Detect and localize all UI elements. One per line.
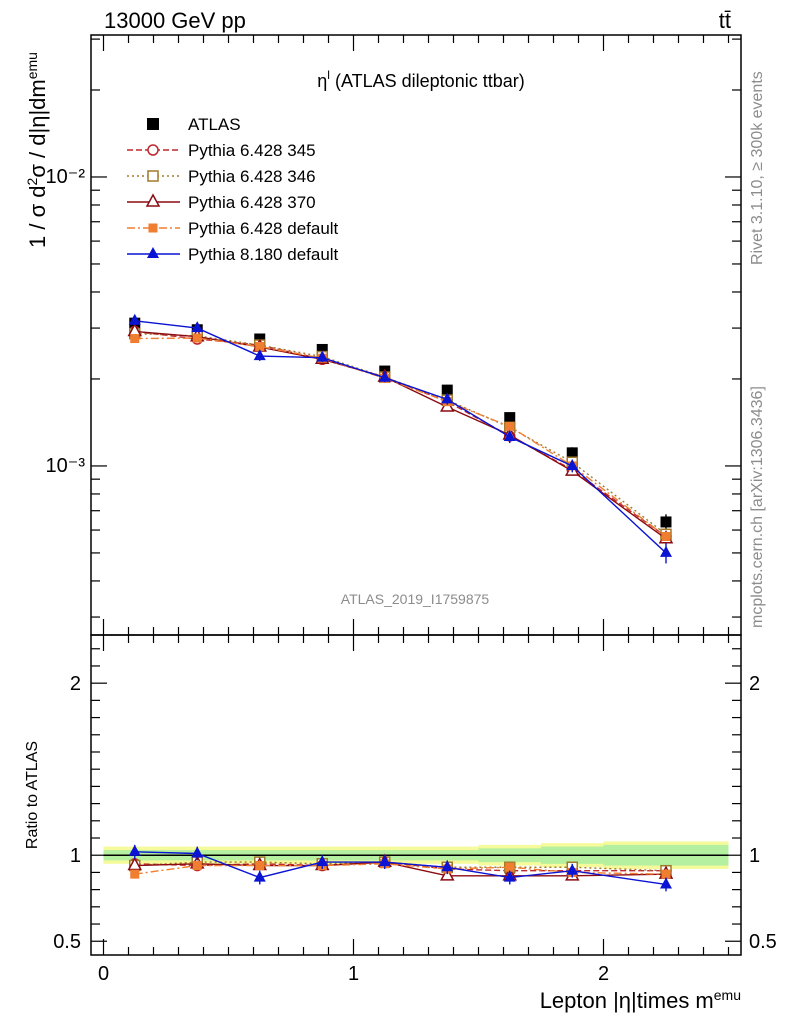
- series-p8def: [128, 313, 672, 564]
- marker-triangle: [253, 870, 266, 882]
- marker-square: [505, 421, 515, 431]
- mcplots-label: mcplots.cern.ch [arXiv:1306.3436]: [749, 386, 766, 628]
- marker-square: [505, 862, 515, 872]
- marker-triangle: [441, 860, 454, 872]
- ratio-frame: [90, 634, 742, 956]
- legend-item-atlas: ATLAS: [147, 115, 241, 134]
- x-tick-label: 2: [598, 963, 609, 985]
- marker-square: [130, 334, 140, 344]
- marker-square: [441, 384, 453, 396]
- x-axis-label: Lepton |η|times memu: [540, 987, 741, 1013]
- ratio-y-tick-label-right: 0.5: [749, 931, 777, 953]
- marker-triangle: [253, 349, 266, 361]
- marker-triangle: [147, 247, 159, 258]
- marker-triangle: [503, 870, 516, 882]
- legend-label: Pythia 6.428 345: [188, 141, 316, 160]
- y-tick-label: 10⁻³: [46, 455, 86, 477]
- marker-triangle: [128, 313, 141, 325]
- marker-square: [192, 333, 202, 343]
- marker-square: [316, 343, 328, 355]
- legend-label: Pythia 6.428 346: [188, 167, 316, 186]
- marker-square-open: [147, 170, 159, 182]
- ratio-y-axis-label: Ratio to ATLAS: [24, 741, 41, 849]
- marker-square: [661, 869, 671, 879]
- ratio-panel: 0.5 0.5 1 1 2 2 0 1 2 Ratio to ATLAS: [24, 634, 777, 985]
- marker-square: [255, 342, 265, 352]
- energy-label: 13000 GeV pp: [104, 8, 246, 33]
- ratio-y-tick-label: 0.5: [53, 931, 81, 953]
- legend: ATLAS Pythia 6.428 345 Pythia 6.428 346 Pyt…: [127, 115, 339, 264]
- marker-triangle: [378, 370, 391, 382]
- marker-triangle: [378, 855, 391, 867]
- main-series-group: [127, 313, 674, 564]
- marker-square: [660, 516, 672, 528]
- series-p6def: [130, 333, 671, 541]
- main-title: ηl (ATLAS dileptonic ttbar): [317, 68, 524, 91]
- marker-square: [504, 412, 516, 424]
- ratio-y-tick-label: 2: [70, 673, 81, 695]
- series-line-p6def: [134, 863, 667, 875]
- series-line-p346: [134, 332, 667, 535]
- series-atlas: [129, 317, 672, 531]
- y-tick-label: 10⁻²: [46, 166, 86, 188]
- marker-triangle: [316, 855, 329, 867]
- process-label: tt̄: [719, 8, 731, 33]
- main-panel: 10⁻³ 10⁻² ηl (ATLAS dileptonic ttbar) 1 /…: [24, 34, 742, 636]
- marker-triangle: [191, 846, 204, 858]
- legend-label: Pythia 6.428 default: [188, 219, 339, 238]
- legend-item-p370: Pythia 6.428 370: [127, 193, 316, 212]
- x-tick-label: 0: [98, 963, 109, 985]
- marker-triangle: [441, 392, 454, 404]
- series-p346: [129, 327, 672, 541]
- rivet-label: Rivet 3.1.10, ≥ 300k events: [749, 71, 766, 265]
- marker-square: [566, 447, 578, 459]
- marker-triangle: [660, 877, 672, 889]
- legend-item-p346: Pythia 6.428 346: [127, 167, 316, 186]
- legend-label: ATLAS: [188, 115, 241, 134]
- watermark: ATLAS_2019_I1759875: [341, 591, 490, 607]
- marker-triangle: [503, 429, 516, 441]
- marker-triangle-open: [439, 867, 455, 881]
- series-p8def: [128, 844, 672, 892]
- series-p370: [127, 322, 674, 544]
- marker-square: [130, 869, 140, 879]
- marker-triangle-open: [127, 856, 143, 871]
- main-y-axis-label: 1 / σ d2σ / d|η|dmemu: [24, 52, 50, 248]
- series-line-p370: [134, 330, 667, 540]
- legend-label: Pythia 6.428 370: [188, 193, 316, 212]
- legend-item-p345: Pythia 6.428 345: [127, 141, 316, 160]
- ratio-ticks: 0.5 0.5 1 1 2 2 0 1 2: [53, 635, 777, 985]
- marker-triangle: [566, 863, 579, 875]
- marker-triangle: [566, 458, 579, 470]
- marker-triangle-open: [145, 193, 161, 207]
- marker-square: [148, 223, 158, 233]
- ratio-y-tick-label-right: 2: [749, 673, 760, 695]
- series-line-p345: [134, 330, 667, 538]
- main-ticks: 10⁻³ 10⁻²: [46, 35, 741, 635]
- ratio-y-tick-label-right: 1: [749, 845, 760, 867]
- series-p345: [129, 325, 672, 543]
- ratio-y-tick-label: 1: [70, 845, 81, 867]
- x-tick-label: 1: [348, 963, 359, 985]
- marker-square: [147, 118, 159, 130]
- ratio-series-group: [127, 844, 674, 892]
- marker-circle-open: [147, 144, 159, 156]
- marker-triangle: [128, 844, 141, 856]
- legend-item-p8def: Pythia 8.180 default: [127, 245, 339, 264]
- series-line-p8def: [134, 320, 667, 554]
- marker-triangle: [316, 350, 329, 362]
- marker-triangle: [191, 321, 204, 333]
- legend-label: Pythia 8.180 default: [188, 245, 339, 264]
- marker-square: [661, 531, 671, 541]
- marker-triangle: [660, 545, 672, 557]
- marker-square: [192, 861, 202, 871]
- legend-item-p6def: Pythia 6.428 default: [127, 219, 339, 238]
- marker-square: [255, 861, 265, 871]
- series-line-p6def: [134, 337, 667, 538]
